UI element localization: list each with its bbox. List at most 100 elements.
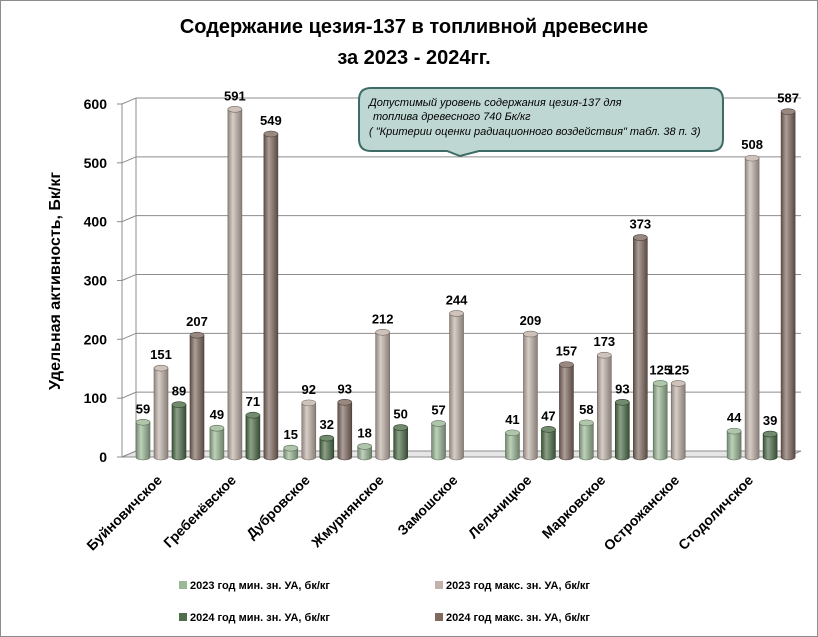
bar-top [319,434,335,442]
x-tick-label: Жмурнянское [308,472,387,551]
bar-top [559,361,574,368]
callout-line-3: ( "Критерии оценки радиационного воздейс… [369,126,701,138]
bar [652,380,668,461]
bar [726,427,742,461]
bar-top [670,380,686,387]
y-axis-label: Удельная активность, Бк/кг [47,172,64,390]
bar-body [633,237,648,461]
bar-top [726,427,742,435]
data-label: 209 [520,313,542,328]
bar [541,426,556,461]
bar [209,424,225,461]
gridline [121,274,801,281]
bar [670,380,686,461]
bar [744,154,760,461]
legend-item-4: 2024 год макс. зн. УА, бк/кг [435,612,590,624]
data-label: 92 [302,382,316,397]
bar-body [597,354,612,461]
bar [171,401,187,461]
bar-body [579,422,594,461]
data-label: 32 [320,417,334,432]
bar-body [559,364,574,461]
data-label: 59 [136,401,150,416]
bar-body [375,331,390,461]
y-tick-label: 600 [84,96,108,112]
y-tick-label: 100 [84,390,108,406]
bar-body [171,404,187,461]
bar-body [762,433,778,461]
bar-top [245,411,261,419]
bar [337,398,353,461]
gridline [121,215,801,223]
bar [263,130,279,461]
bar-body [431,423,446,461]
bar-body [337,401,353,461]
bar [283,444,299,461]
bar-top [135,418,151,426]
bar [375,328,390,461]
bar-body [449,313,464,461]
bar-body [301,402,317,461]
data-labels: 59 151 89 207 49 591 71 549 15 92 32 93 18 212 50 57 244… [136,88,799,442]
bar-body [189,334,205,461]
data-label: 50 [393,407,407,422]
bar [357,443,372,461]
bar [523,330,538,461]
bar-top [171,401,187,408]
data-label: 591 [224,88,246,103]
x-tick-label: Дубровское [243,472,313,542]
data-label: 39 [763,413,777,428]
x-tick-label: Буйновичское [83,472,165,554]
bar-body [135,421,151,461]
bar-top [357,443,372,450]
data-label: 41 [505,412,519,427]
bar-top [209,424,225,432]
bar [153,364,169,461]
data-label: 57 [431,402,445,417]
bar-top [227,105,243,113]
data-label: 587 [777,91,799,106]
bar-body [393,427,408,461]
bar [505,429,520,461]
data-label: 47 [541,408,555,423]
data-label: 18 [357,425,371,440]
bar-body [780,111,796,461]
bar [449,310,464,461]
bar-top [337,398,353,406]
gridline [121,391,801,399]
legend-label-2: 2023 год макс. зн. УА, бк/кг [446,580,590,592]
bar-top [393,424,408,431]
bar [597,351,612,461]
legend-label-4: 2024 год макс. зн. УА, бк/кг [446,612,590,624]
bar-body [652,383,668,461]
bar-top [652,380,668,387]
bar-top [541,426,556,433]
data-label: 93 [615,381,629,396]
callout-box [358,87,724,158]
bar [559,361,574,461]
data-label: 58 [579,402,593,417]
bar-top [189,331,205,339]
bar [431,420,446,461]
x-tick-label: Замошское [394,472,461,539]
bar-top [633,234,648,241]
bar-top [153,364,169,372]
bar [319,434,335,461]
bar [189,331,205,461]
legend-swatch-2 [435,581,443,589]
legend-item-3: 2024 год мин. зн. УА, бк/кг [179,612,330,624]
data-label: 508 [741,137,763,152]
bar [245,411,261,461]
bar-top [431,420,446,427]
data-label: 89 [172,384,186,399]
bar-body [357,446,372,461]
bar-top [597,351,612,359]
bar [762,430,778,461]
legend-swatch-4 [435,613,443,621]
y-tick-label: 200 [84,331,108,347]
bar-top [283,444,299,452]
chart-title: Содержание цезия-137 в топливной древеси… [180,16,648,69]
data-label: 244 [446,292,468,307]
annotation-callout: Допустимый уровень содержания цезия-137 … [358,87,724,158]
